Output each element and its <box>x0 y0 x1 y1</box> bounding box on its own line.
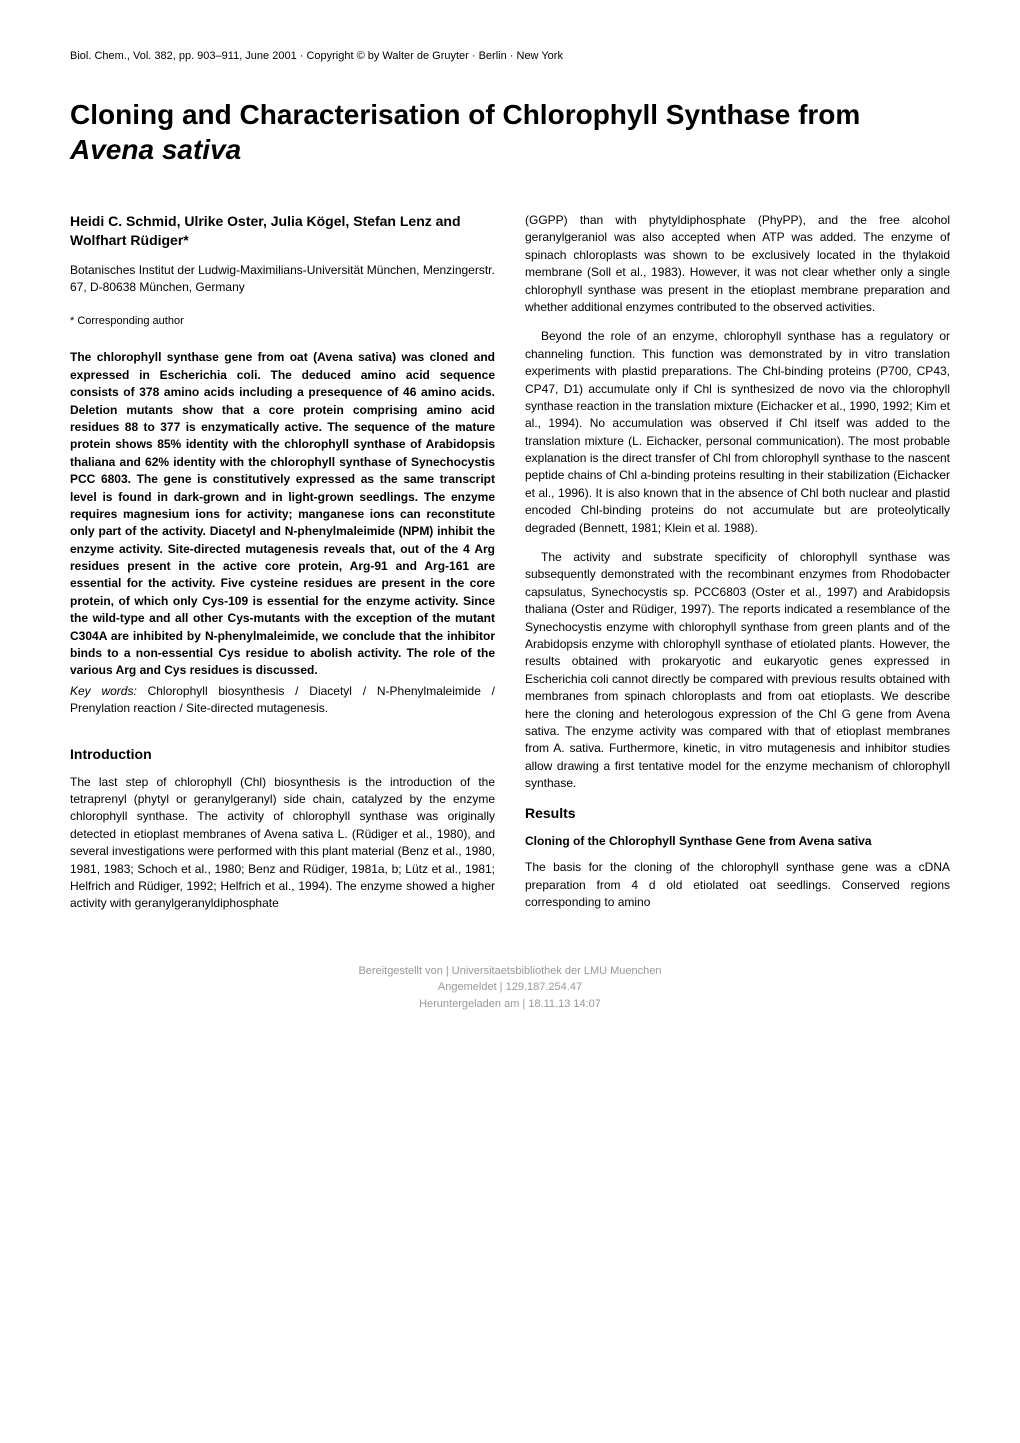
corresponding-author: * Corresponding author <box>70 315 495 327</box>
journal-header: Biol. Chem., Vol. 382, pp. 903–911, June… <box>70 50 950 62</box>
subheading-species: Avena sativa <box>799 834 872 848</box>
introduction-p3: Beyond the role of an enzyme, chlorophyl… <box>525 328 950 537</box>
keywords-label: Key words: <box>70 684 137 698</box>
section-results-heading: Results <box>525 805 950 821</box>
keywords: Key words: Chlorophyll biosynthesis / Di… <box>70 683 495 718</box>
results-p1: The basis for the cloning of the chlorop… <box>525 859 950 911</box>
abstract-text: The chlorophyll synthase gene from oat (… <box>70 349 495 679</box>
affiliation: Botanisches Institut der Ludwig-Maximili… <box>70 262 495 296</box>
footer-line3: Heruntergeladen am | 18.11.13 14:07 <box>70 996 950 1013</box>
authors: Heidi C. Schmid, Ulrike Oster, Julia Kög… <box>70 212 495 250</box>
title-species: Avena sativa <box>70 134 241 165</box>
page-footer: Bereitgestellt von | Universitaetsbiblio… <box>70 963 950 1013</box>
introduction-p2: (GGPP) than with phytyldiphosphate (PhyP… <box>525 212 950 316</box>
subheading-text: Cloning of the Chlorophyll Synthase Gene… <box>525 834 799 848</box>
subsection-cloning-heading: Cloning of the Chlorophyll Synthase Gene… <box>525 833 950 850</box>
footer-line1: Bereitgestellt von | Universitaetsbiblio… <box>70 963 950 980</box>
article-title: Cloning and Characterisation of Chloroph… <box>70 97 950 167</box>
introduction-p1: The last step of chlorophyll (Chl) biosy… <box>70 774 495 913</box>
title-main: Cloning and Characterisation of Chloroph… <box>70 99 860 130</box>
section-introduction-heading: Introduction <box>70 746 495 762</box>
introduction-p4: The activity and substrate specificity o… <box>525 549 950 792</box>
footer-line2: Angemeldet | 129.187.254.47 <box>70 979 950 996</box>
